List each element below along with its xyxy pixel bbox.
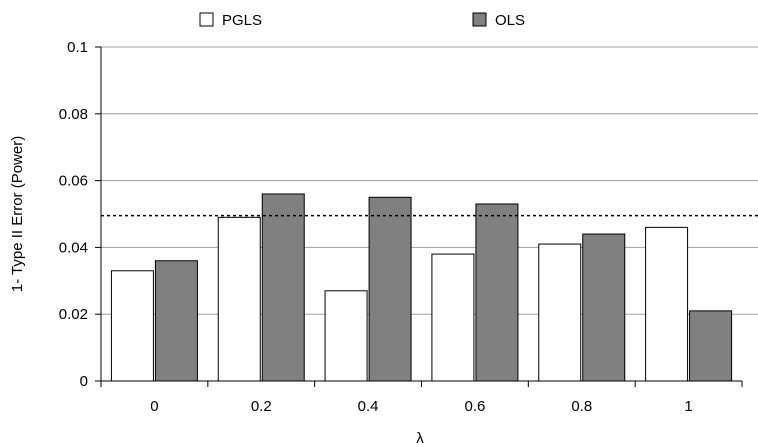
x-tick-label: 0 [150,398,158,415]
bar-ols-0_6 [475,203,519,382]
axes: 0 0.02 0.04 0.06 0.08 0.1 0 0.2 0.4 0.6 0.8 1 [59,39,743,415]
y-tick-label: 0.08 [59,106,88,123]
y-axis-title: 1- Type II Error (Power) [9,136,26,292]
bars [110,193,733,382]
bar-ols-0_8 [582,233,626,382]
bar-ols-0 [154,260,198,382]
x-axis-title: λ [416,430,424,447]
legend-label-ols: OLS [495,12,525,29]
bar-ols-0_4 [368,196,412,382]
x-tick-label: 0.6 [464,398,485,415]
bar-pgls-0_2 [217,216,261,382]
y-tick-label: 0.1 [67,39,88,56]
bar-pgls-0_4 [324,290,368,382]
bar-pgls-0_6 [431,253,475,382]
y-tick-label: 0.02 [59,306,88,323]
x-tick-label: 0.4 [358,398,379,415]
bar-pgls-1 [645,226,689,382]
legend-swatch-pgls [199,12,214,27]
bar-ols-0_2 [261,193,305,382]
y-tick-label: 0.06 [59,173,88,190]
x-tick-label: 1 [684,398,692,415]
x-tick-label: 0.8 [571,398,592,415]
x-tick-label: 0.2 [251,398,272,415]
bar-pgls-0 [110,270,154,382]
bar-ols-1 [689,310,733,382]
legend-label-pgls: PGLS [222,12,262,29]
bar-pgls-0_8 [538,243,582,382]
legend-swatch-ols [472,12,487,27]
y-tick-label: 0.04 [59,239,88,256]
legend: PGLS OLS [199,12,525,29]
y-tick-label: 0 [80,373,88,390]
